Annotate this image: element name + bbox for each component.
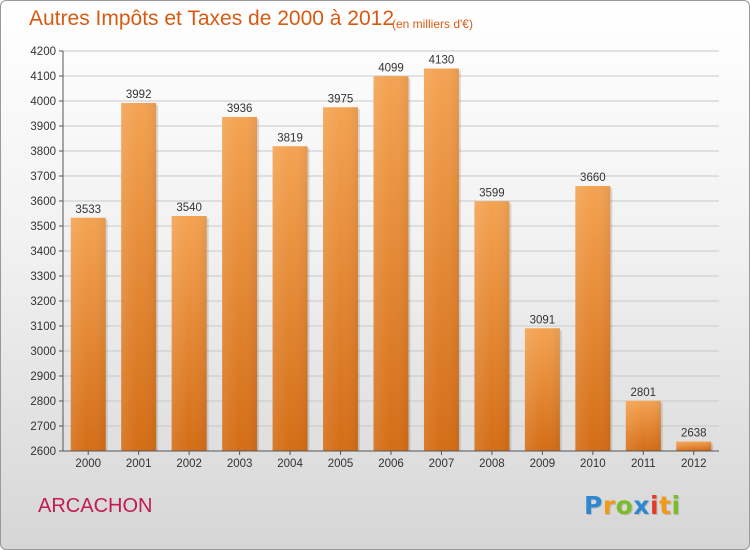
y-tick-label: 4100 xyxy=(30,71,56,83)
data-label: 3936 xyxy=(227,103,253,115)
x-tick-label: 2007 xyxy=(429,458,455,470)
bar-highlight xyxy=(524,328,560,451)
data-label: 3819 xyxy=(277,132,303,144)
bar-highlight xyxy=(121,103,157,451)
y-tick-label: 4000 xyxy=(30,96,56,108)
x-tick-label: 2003 xyxy=(227,458,253,470)
y-tick-label: 3300 xyxy=(30,271,56,283)
logo-letter: o xyxy=(615,491,634,520)
x-tick-label: 2008 xyxy=(479,458,505,470)
data-label: 3091 xyxy=(530,314,556,326)
y-tick-label: 2700 xyxy=(30,421,56,433)
x-tick-label: 2012 xyxy=(681,458,707,470)
data-label: 4099 xyxy=(378,62,404,74)
chart-title: Autres Impôts et Taxes de 2000 à 2012 xyxy=(29,7,395,30)
y-tick-label: 3000 xyxy=(30,346,56,358)
y-tick-label: 2600 xyxy=(30,446,56,458)
data-label: 3540 xyxy=(176,202,202,214)
y-tick-label: 2800 xyxy=(30,396,56,408)
logo-letter: i xyxy=(650,491,660,520)
y-tick-label: 3400 xyxy=(30,246,56,258)
x-tick-label: 2002 xyxy=(176,458,202,470)
data-label: 2801 xyxy=(631,387,657,399)
bar-highlight xyxy=(222,117,258,451)
x-tick-label: 2009 xyxy=(530,458,556,470)
data-label: 3975 xyxy=(328,93,354,105)
axes: 2600 2700 2800 2900 3000 3100 3200 3300 3400 3500… xyxy=(30,46,719,470)
bar-highlight xyxy=(70,217,106,451)
data-label: 3992 xyxy=(126,89,152,101)
data-label: 4130 xyxy=(429,55,455,67)
bar-highlight xyxy=(423,68,459,451)
bar-highlight xyxy=(171,216,207,451)
bar-highlight xyxy=(474,201,510,451)
bars: 3533 3992 3540 3936 3819 3975 4099 4130 3599 3091… xyxy=(70,55,714,451)
bar-highlight xyxy=(373,76,409,451)
data-label: 3599 xyxy=(479,187,505,199)
x-tick-label: 2001 xyxy=(126,458,152,470)
bar-highlight xyxy=(272,146,308,451)
y-tick-label: 3500 xyxy=(30,221,56,233)
y-tick-label: 3100 xyxy=(30,321,56,333)
y-tick-label: 2900 xyxy=(30,371,56,383)
data-label: 2638 xyxy=(681,428,707,440)
bar-highlight xyxy=(676,441,712,451)
proxiti-logo: Proxiti xyxy=(584,491,681,520)
chart-subtitle: (en milliers d'€) xyxy=(392,17,473,31)
data-label: 3660 xyxy=(580,172,606,184)
bar-highlight xyxy=(323,107,359,451)
x-tick-label: 2011 xyxy=(631,458,656,470)
x-tick-label: 2004 xyxy=(277,458,303,470)
y-tick-label: 3800 xyxy=(30,146,56,158)
x-tick-label: 2006 xyxy=(378,458,404,470)
x-tick-label: 2010 xyxy=(580,458,606,470)
y-tick-label: 3700 xyxy=(30,171,56,183)
x-tick-label: 2005 xyxy=(328,458,354,470)
x-tick-label: 2000 xyxy=(75,458,101,470)
y-tick-label: 4200 xyxy=(30,46,56,58)
logo-letter: x xyxy=(633,491,650,520)
bar-highlight xyxy=(575,186,611,451)
y-tick-label: 3900 xyxy=(30,121,56,133)
y-tick-label: 3200 xyxy=(30,296,56,308)
data-label: 3533 xyxy=(75,204,101,216)
logo-letter: t xyxy=(659,491,672,520)
logo-letter: P xyxy=(584,491,603,520)
y-tick-label: 3600 xyxy=(30,196,56,208)
logo-letter: i xyxy=(671,491,681,520)
bar-highlight xyxy=(625,400,661,451)
place-name: ARCACHON xyxy=(38,495,153,517)
logo-letter: r xyxy=(602,491,616,520)
